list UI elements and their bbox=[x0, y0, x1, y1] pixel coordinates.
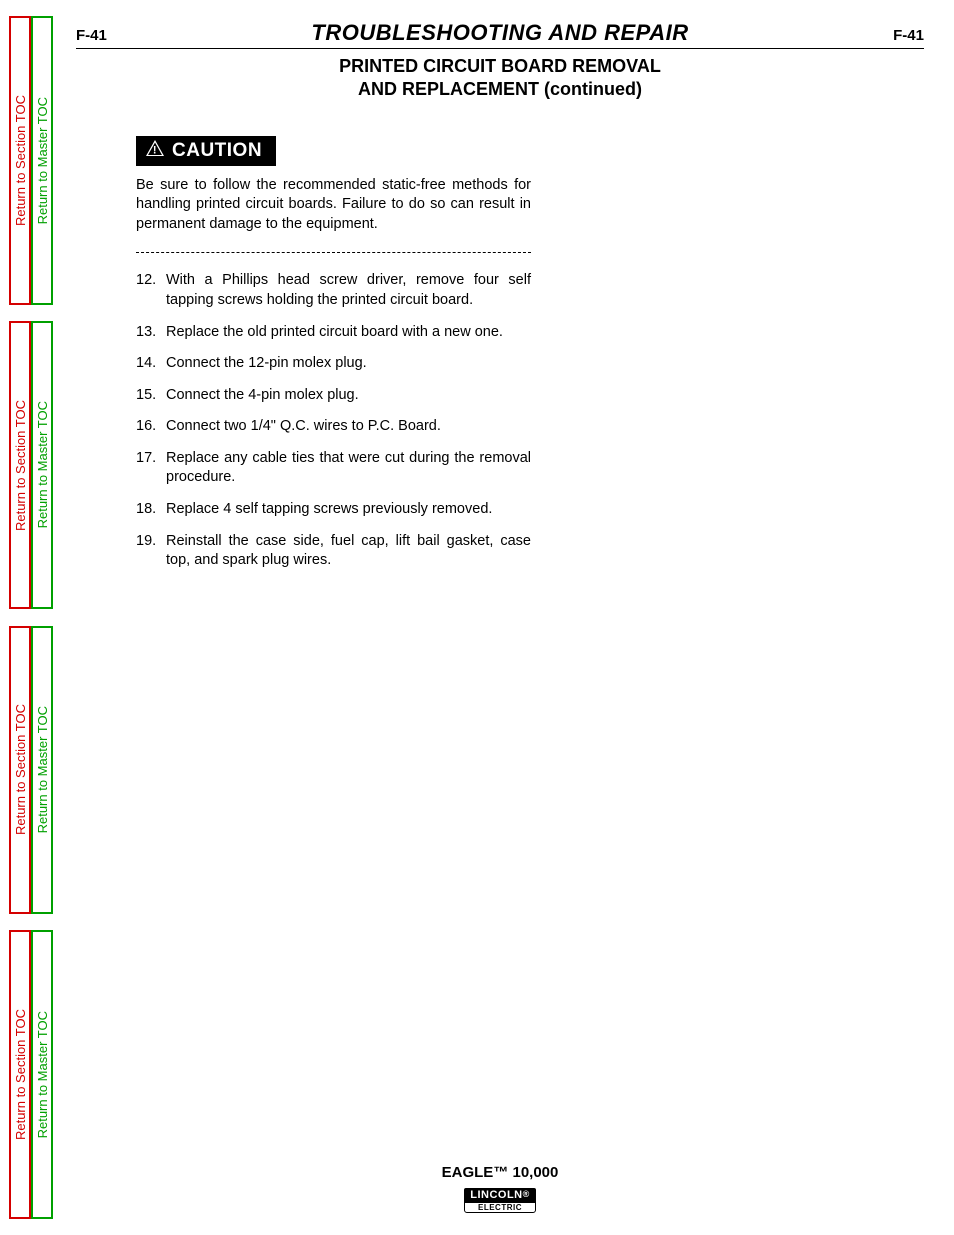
master-toc-column: Return to Master TOC Return to Master TO… bbox=[31, 16, 53, 1219]
step-text: Replace the old printed circuit board wi… bbox=[166, 323, 531, 343]
step-text: Connect the 12-pin molex plug. bbox=[166, 354, 531, 374]
procedure-step: 16.Connect two 1/4" Q.C. wires to P.C. B… bbox=[136, 417, 531, 437]
subtitle-line: AND REPLACEMENT (continued) bbox=[358, 79, 642, 99]
step-text: Reinstall the case side, fuel cap, lift … bbox=[166, 532, 531, 571]
step-number: 18. bbox=[136, 500, 166, 520]
procedure-step: 14.Connect the 12-pin molex plug. bbox=[136, 354, 531, 374]
return-master-toc-link[interactable]: Return to Master TOC bbox=[31, 930, 53, 1219]
step-number: 15. bbox=[136, 386, 166, 406]
tab-label: Return to Section TOC bbox=[13, 95, 28, 226]
return-master-toc-link[interactable]: Return to Master TOC bbox=[31, 321, 53, 610]
tab-label: Return to Master TOC bbox=[35, 401, 50, 528]
page-header: F-41 TROUBLESHOOTING AND REPAIR F-41 bbox=[76, 20, 924, 49]
logo-brand-bottom: ELECTRIC bbox=[464, 1202, 536, 1213]
return-section-toc-link[interactable]: Return to Section TOC bbox=[9, 930, 31, 1219]
step-text: With a Phillips head screw driver, remov… bbox=[166, 271, 531, 310]
return-section-toc-link[interactable]: Return to Section TOC bbox=[9, 321, 31, 610]
return-master-toc-link[interactable]: Return to Master TOC bbox=[31, 626, 53, 915]
procedure-step: 17.Replace any cable ties that were cut … bbox=[136, 449, 531, 488]
tab-label: Return to Master TOC bbox=[35, 97, 50, 224]
page-number-left: F-41 bbox=[76, 27, 107, 44]
content-column: ! CAUTION Be sure to follow the recommen… bbox=[136, 136, 531, 571]
step-number: 17. bbox=[136, 449, 166, 488]
page-title: TROUBLESHOOTING AND REPAIR bbox=[311, 20, 688, 46]
step-text: Connect the 4-pin molex plug. bbox=[166, 386, 531, 406]
tab-label: Return to Section TOC bbox=[13, 1009, 28, 1140]
procedure-step: 13.Replace the old printed circuit board… bbox=[136, 323, 531, 343]
page-footer: EAGLE™ 10,000 LINCOLN® ELECTRIC bbox=[76, 1164, 924, 1215]
caution-body-text: Be sure to follow the recommended static… bbox=[136, 176, 531, 235]
lincoln-electric-logo: LINCOLN® ELECTRIC bbox=[464, 1185, 536, 1213]
return-section-toc-link[interactable]: Return to Section TOC bbox=[9, 16, 31, 305]
step-text: Replace any cable ties that were cut dur… bbox=[166, 449, 531, 488]
section-toc-column: Return to Section TOC Return to Section … bbox=[9, 16, 31, 1219]
tab-label: Return to Section TOC bbox=[13, 400, 28, 531]
page-content: F-41 TROUBLESHOOTING AND REPAIR F-41 PRI… bbox=[76, 20, 924, 1215]
step-number: 12. bbox=[136, 271, 166, 310]
procedure-step: 12.With a Phillips head screw driver, re… bbox=[136, 271, 531, 310]
page-number-right: F-41 bbox=[893, 27, 924, 44]
page-subtitle: PRINTED CIRCUIT BOARD REMOVAL AND REPLAC… bbox=[76, 55, 924, 102]
tab-label: Return to Master TOC bbox=[35, 1011, 50, 1138]
procedure-step: 15.Connect the 4-pin molex plug. bbox=[136, 386, 531, 406]
tab-label: Return to Section TOC bbox=[13, 704, 28, 835]
step-number: 19. bbox=[136, 532, 166, 571]
return-section-toc-link[interactable]: Return to Section TOC bbox=[9, 626, 31, 915]
caution-label: CAUTION bbox=[172, 140, 262, 162]
side-navigation-tabs: Return to Section TOC Return to Section … bbox=[9, 16, 53, 1219]
step-number: 13. bbox=[136, 323, 166, 343]
step-number: 16. bbox=[136, 417, 166, 437]
footer-model-text: EAGLE™ 10,000 bbox=[76, 1164, 924, 1181]
dashed-divider bbox=[136, 252, 531, 253]
logo-brand-top: LINCOLN® bbox=[464, 1188, 536, 1202]
svg-text:!: ! bbox=[153, 144, 157, 156]
subtitle-line: PRINTED CIRCUIT BOARD REMOVAL bbox=[339, 56, 661, 76]
procedure-steps-list: 12.With a Phillips head screw driver, re… bbox=[136, 271, 531, 570]
procedure-step: 19.Reinstall the case side, fuel cap, li… bbox=[136, 532, 531, 571]
warning-triangle-icon: ! bbox=[146, 140, 164, 162]
tab-label: Return to Master TOC bbox=[35, 706, 50, 833]
step-text: Connect two 1/4" Q.C. wires to P.C. Boar… bbox=[166, 417, 531, 437]
caution-banner: ! CAUTION bbox=[136, 136, 276, 166]
step-text: Replace 4 self tapping screws previously… bbox=[166, 500, 531, 520]
step-number: 14. bbox=[136, 354, 166, 374]
return-master-toc-link[interactable]: Return to Master TOC bbox=[31, 16, 53, 305]
procedure-step: 18.Replace 4 self tapping screws previou… bbox=[136, 500, 531, 520]
